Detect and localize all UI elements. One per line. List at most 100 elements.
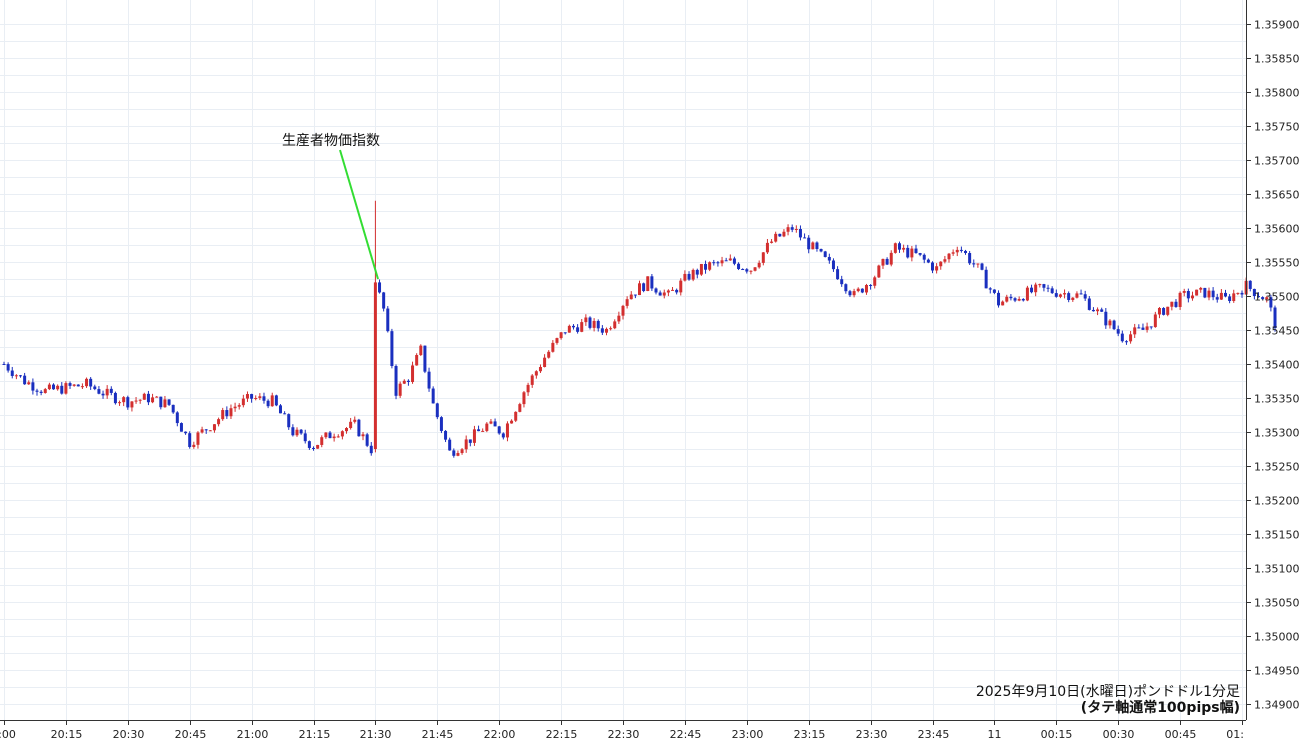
candle-body — [200, 429, 204, 433]
candle-body — [431, 388, 435, 404]
candle-body — [576, 327, 580, 332]
candle-body — [312, 447, 315, 449]
candle-body — [510, 420, 514, 424]
candle-body — [316, 444, 320, 449]
candle-body — [757, 262, 761, 268]
candle-body — [732, 258, 736, 264]
candle-body — [357, 419, 361, 437]
candle-body — [609, 328, 613, 330]
candle-body — [724, 260, 728, 262]
candle-body — [563, 332, 567, 334]
candle-body — [373, 282, 377, 449]
candle-body — [1190, 295, 1194, 299]
candle-body — [382, 292, 386, 309]
candle-body — [345, 428, 349, 432]
x-tick-label: 00:45 — [1165, 728, 1197, 741]
candle-body — [435, 403, 439, 418]
candle-body — [675, 289, 679, 293]
y-tick-label: 1.35850 — [1254, 53, 1300, 66]
candle-body — [621, 305, 625, 316]
candle-body — [840, 279, 844, 285]
candle-body — [204, 429, 208, 431]
y-tick-label: 1.35700 — [1254, 155, 1300, 168]
candle-body — [1108, 320, 1112, 326]
candle-body — [1199, 287, 1203, 290]
x-tick-label: 00:15 — [1041, 728, 1073, 741]
candle-body — [332, 436, 336, 439]
candle-body — [287, 414, 291, 428]
x-tick-label: 22:00 — [484, 728, 516, 741]
candle-body — [992, 289, 996, 293]
y-tick-label: 1.34950 — [1254, 665, 1300, 678]
x-tick-label: 23:45 — [918, 728, 950, 741]
candle-body — [1030, 287, 1034, 293]
candle-body — [823, 251, 827, 257]
candle-body — [749, 270, 753, 272]
y-tick-label: 1.35050 — [1254, 597, 1300, 610]
candle-body — [959, 249, 963, 251]
candle-body — [976, 263, 980, 265]
candle-body — [283, 413, 287, 415]
y-tick-label: 1.35150 — [1254, 529, 1300, 542]
y-tick-label: 1.35900 — [1254, 19, 1300, 32]
candle-body — [534, 371, 538, 376]
candle-body — [328, 432, 332, 439]
candle-body — [456, 453, 460, 456]
candle-body — [212, 424, 216, 431]
candle-body — [1124, 341, 1128, 343]
x-tick-label: 23:15 — [794, 728, 826, 741]
candle-body — [184, 431, 188, 434]
candle-body — [1042, 284, 1046, 288]
candle-body — [270, 395, 274, 407]
candle-body — [625, 299, 629, 306]
y-tick-label: 1.35350 — [1254, 393, 1300, 406]
candle-body — [1228, 296, 1232, 302]
candle-body — [947, 253, 951, 260]
candle-body — [501, 433, 505, 438]
candle-body — [493, 421, 497, 427]
candle-body — [1058, 294, 1062, 297]
candle-body — [291, 427, 295, 436]
candle-body — [596, 320, 600, 329]
candle-body — [968, 253, 972, 264]
candle-body — [1063, 293, 1067, 295]
candle-body — [935, 266, 939, 271]
candle-body — [518, 404, 522, 412]
candle-body — [262, 396, 266, 401]
candle-body — [118, 402, 122, 404]
candle-body — [1215, 297, 1219, 300]
candle-body — [1232, 293, 1236, 302]
caption-line-1: 2025年9月10日(水曜日)ポンドドル1分足 — [976, 684, 1240, 700]
candle-body — [790, 227, 794, 230]
candle-body — [1162, 308, 1166, 315]
x-tick-label: 21:15 — [299, 728, 331, 741]
candle-body — [229, 408, 233, 417]
candle-body — [559, 332, 563, 339]
x-tick-label: 11 — [988, 728, 1002, 741]
candle-body — [592, 320, 596, 328]
candle-body — [699, 263, 703, 275]
candle-body — [423, 345, 427, 372]
candle-body — [390, 331, 394, 367]
candle-body — [848, 291, 852, 296]
candle-body — [1182, 291, 1186, 293]
candle-body — [811, 242, 815, 250]
candle-body — [175, 412, 179, 424]
candle-body — [567, 325, 571, 333]
x-tick-label: 20:15 — [51, 728, 83, 741]
candle-body — [856, 288, 860, 292]
candle-body — [753, 267, 757, 271]
candle-body — [1203, 287, 1207, 298]
candle-body — [1054, 293, 1058, 297]
candle-body — [163, 399, 167, 408]
candle-body — [1186, 291, 1190, 299]
annotation-line — [339, 149, 379, 280]
candle-body — [794, 228, 798, 230]
y-axis: 1.35900 1.35850 1.35800 1.35750 1.35700 1.356… — [1246, 19, 1300, 712]
candle-body — [402, 380, 406, 384]
candle-body — [1174, 301, 1178, 307]
candle-body — [897, 243, 901, 250]
candle-body — [80, 386, 84, 388]
candle-body — [972, 263, 976, 265]
